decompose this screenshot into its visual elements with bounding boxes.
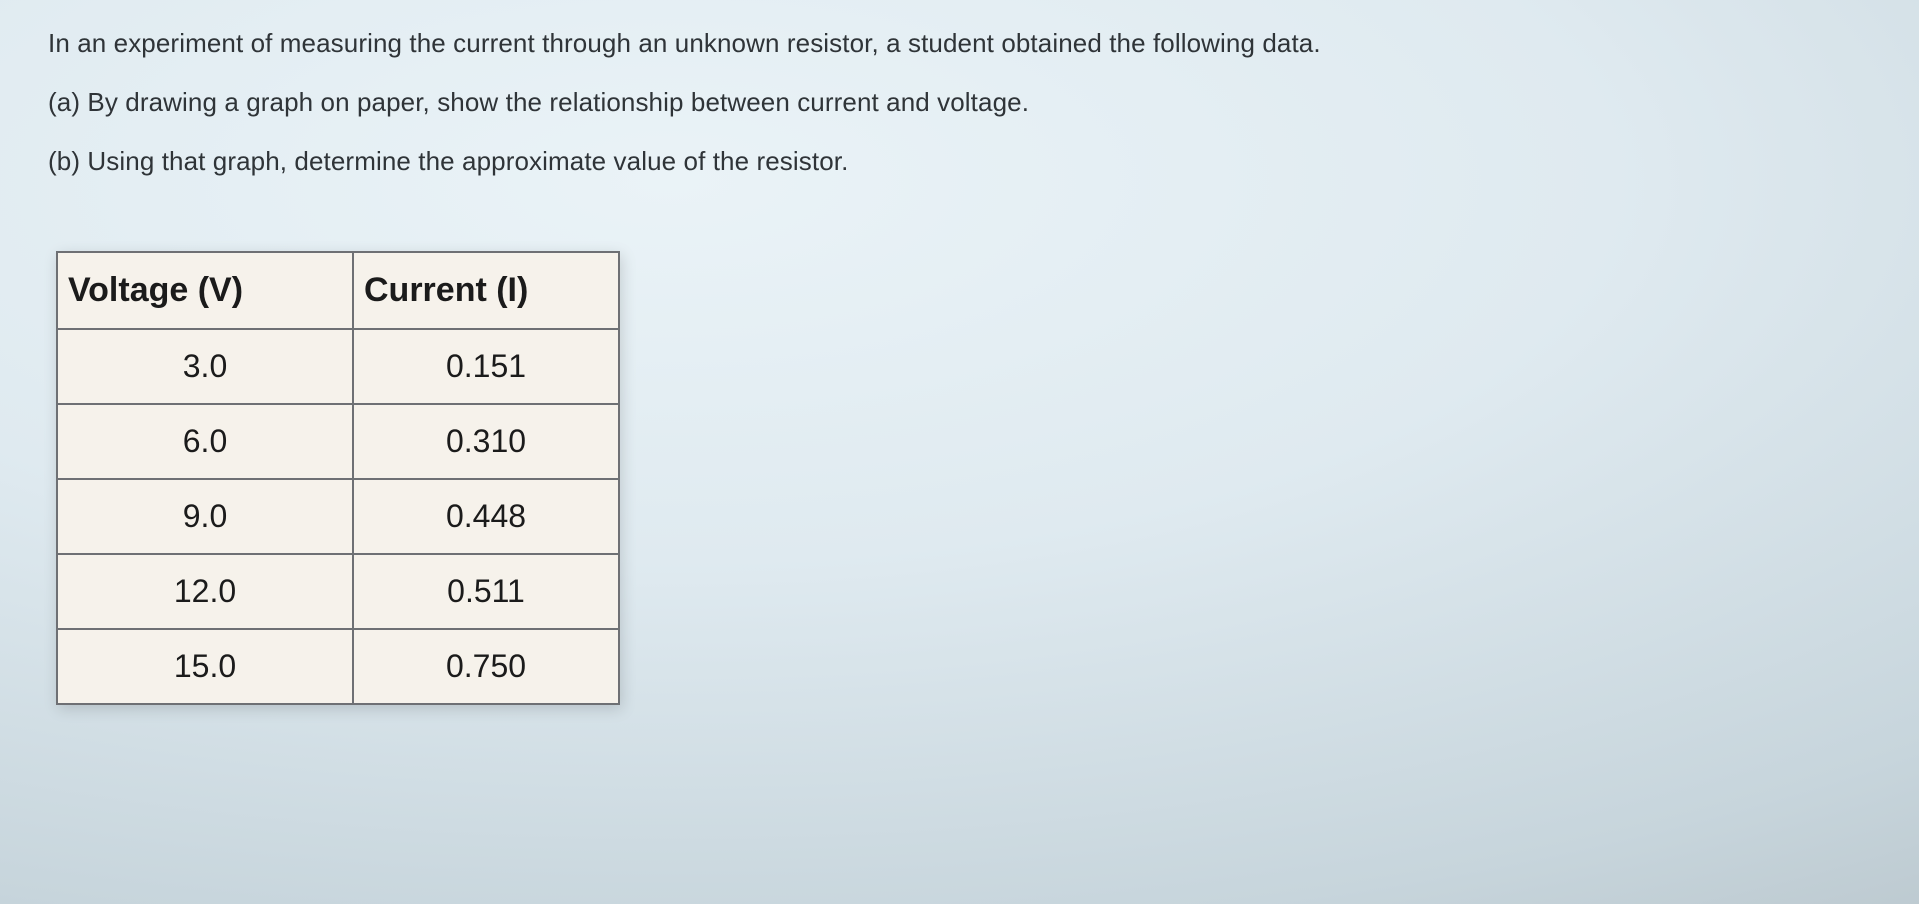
cell-current: 0.448 (353, 479, 619, 554)
part-b-text: (b) Using that graph, determine the appr… (48, 144, 1871, 179)
table-row: 15.0 0.750 (57, 629, 619, 704)
table-row: 6.0 0.310 (57, 404, 619, 479)
table-row: 9.0 0.448 (57, 479, 619, 554)
data-table-wrap: Voltage (V) Current (I) 3.0 0.151 6.0 0.… (56, 251, 620, 705)
col-header-voltage: Voltage (V) (57, 252, 353, 329)
intro-text: In an experiment of measuring the curren… (48, 26, 1871, 61)
part-a-text: (a) By drawing a graph on paper, show th… (48, 85, 1871, 120)
cell-current: 0.750 (353, 629, 619, 704)
cell-voltage: 9.0 (57, 479, 353, 554)
table-row: 3.0 0.151 (57, 329, 619, 404)
col-header-current: Current (I) (353, 252, 619, 329)
question-content: In an experiment of measuring the curren… (0, 0, 1919, 710)
cell-current: 0.310 (353, 404, 619, 479)
table-header-row: Voltage (V) Current (I) (57, 252, 619, 329)
cell-voltage: 3.0 (57, 329, 353, 404)
cell-current: 0.151 (353, 329, 619, 404)
data-table: Voltage (V) Current (I) 3.0 0.151 6.0 0.… (56, 251, 620, 705)
cell-voltage: 6.0 (57, 404, 353, 479)
cell-voltage: 15.0 (57, 629, 353, 704)
cell-voltage: 12.0 (57, 554, 353, 629)
table-row: 12.0 0.511 (57, 554, 619, 629)
cell-current: 0.511 (353, 554, 619, 629)
